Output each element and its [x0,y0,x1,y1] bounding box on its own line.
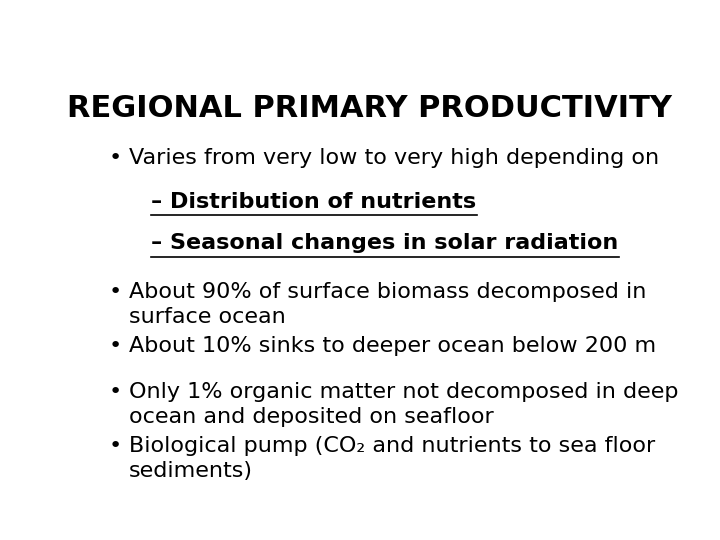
Text: •: • [109,436,122,456]
Text: REGIONAL PRIMARY PRODUCTIVITY: REGIONAL PRIMARY PRODUCTIVITY [66,94,672,123]
Text: About 90% of surface biomass decomposed in
surface ocean: About 90% of surface biomass decomposed … [129,282,647,327]
Text: – Seasonal changes in solar radiation: – Seasonal changes in solar radiation [151,233,618,253]
Text: About 10% sinks to deeper ocean below 200 m: About 10% sinks to deeper ocean below 20… [129,336,656,356]
Text: Varies from very low to very high depending on: Varies from very low to very high depend… [129,148,660,168]
Text: •: • [109,148,122,168]
Text: •: • [109,282,122,302]
Text: Biological pump (CO₂ and nutrients to sea floor
sediments): Biological pump (CO₂ and nutrients to se… [129,436,655,481]
Text: •: • [109,336,122,356]
Text: Only 1% organic matter not decomposed in deep
ocean and deposited on seafloor: Only 1% organic matter not decomposed in… [129,382,678,427]
Text: – Distribution of nutrients: – Distribution of nutrients [151,192,477,212]
Text: •: • [109,382,122,402]
